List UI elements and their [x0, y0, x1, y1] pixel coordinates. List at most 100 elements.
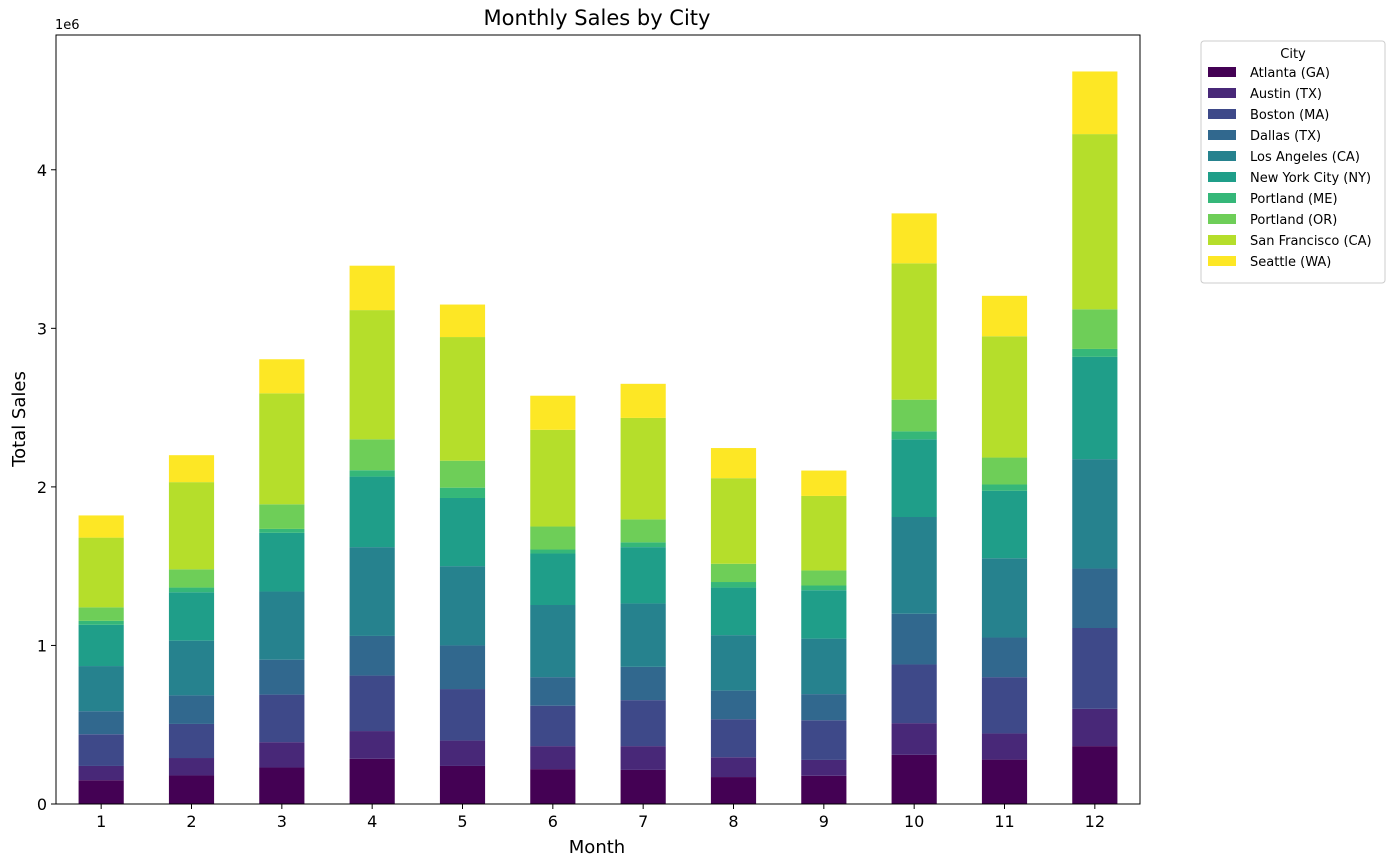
legend-swatch [1208, 172, 1236, 182]
legend-swatch [1208, 256, 1236, 266]
bar-segment-month-3-series-3 [259, 659, 305, 695]
bar-segment-month-4-series-7 [349, 439, 395, 471]
bar-segment-month-8-series-1 [710, 757, 757, 778]
bar-segment-month-5-series-7 [439, 460, 486, 488]
bar-segment-month-2-series-6 [168, 587, 215, 593]
legend-title: City [1280, 47, 1306, 62]
x-tick-label: 2 [186, 812, 196, 831]
bar-segment-month-12-series-8 [1072, 134, 1118, 310]
bar-segment-month-8-series-7 [710, 563, 757, 583]
bar-segment-month-1-series-6 [78, 620, 124, 625]
bar-segment-month-3-series-5 [259, 532, 305, 592]
bar-segment-month-4-series-2 [349, 675, 395, 732]
bar-segment-month-5-series-8 [439, 337, 486, 461]
bar-segment-month-2-series-5 [168, 592, 215, 641]
bar-segment-month-6-series-4 [530, 605, 576, 678]
bar-segment-month-12-series-7 [1072, 309, 1118, 349]
bar-segment-month-11-series-3 [981, 637, 1028, 678]
bar-segment-month-2-series-3 [168, 695, 215, 724]
bar-segment-month-1-series-9 [78, 515, 124, 538]
bar-segment-month-3-series-7 [259, 504, 305, 529]
x-tick-label: 3 [277, 812, 287, 831]
legend-label: San Francisco (CA) [1250, 234, 1372, 249]
y-tick-label: 4 [37, 161, 47, 180]
bar-segment-month-10-series-3 [891, 613, 937, 665]
legend-label: Portland (OR) [1250, 213, 1337, 228]
x-tick-label: 12 [1085, 812, 1105, 831]
bar-segment-month-11-series-5 [981, 490, 1028, 559]
y-tick-label: 3 [37, 319, 47, 338]
bar-segment-month-6-series-1 [530, 746, 576, 770]
legend-box [1200, 40, 1386, 284]
bar-segment-month-9-series-1 [801, 759, 847, 776]
bar-segment-month-6-series-5 [530, 553, 576, 606]
legend-label: Boston (MA) [1250, 108, 1329, 123]
bar-segment-month-11-series-8 [981, 336, 1028, 458]
bar-segment-month-1-series-2 [78, 734, 124, 766]
bar-segment-month-9-series-3 [801, 694, 847, 721]
legend-swatch [1208, 151, 1236, 161]
bar-segment-month-5-series-4 [439, 566, 486, 646]
bar-segment-month-2-series-2 [168, 723, 215, 759]
bar-segment-month-7-series-2 [620, 700, 666, 747]
bar-segment-month-6-series-9 [530, 395, 576, 430]
bar-segment-month-1-series-8 [78, 537, 124, 608]
bar-segment-month-10-series-6 [891, 431, 937, 440]
bar-segment-month-10-series-7 [891, 399, 937, 432]
bar-segment-month-5-series-6 [439, 487, 486, 498]
legend-label: Portland (ME) [1250, 192, 1338, 207]
x-tick-label: 10 [904, 812, 924, 831]
bar-segment-month-3-series-9 [259, 359, 305, 394]
plot-frame [55, 34, 1141, 805]
bar-segment-month-9-series-9 [801, 470, 847, 496]
bar-segment-month-6-series-8 [530, 429, 576, 527]
bar-segment-month-12-series-1 [1072, 708, 1118, 747]
bar-segment-month-2-series-8 [168, 482, 215, 570]
bar-segment-month-7-series-0 [620, 769, 666, 804]
bar-segment-month-5-series-5 [439, 497, 486, 567]
bar-segment-month-9-series-5 [801, 590, 847, 639]
bar-segment-month-4-series-1 [349, 731, 395, 759]
bar-segment-month-5-series-0 [439, 765, 486, 804]
bar-segment-month-11-series-7 [981, 457, 1028, 485]
bar-segment-month-11-series-9 [981, 295, 1028, 337]
bar-segment-month-8-series-2 [710, 719, 757, 758]
legend-label: Seattle (WA) [1250, 255, 1331, 270]
bar-segment-month-1-series-5 [78, 624, 124, 667]
bar-segment-month-12-series-4 [1072, 459, 1118, 569]
bar-segment-month-12-series-9 [1072, 71, 1118, 135]
x-tick-label: 8 [728, 812, 738, 831]
bar-segment-month-4-series-6 [349, 470, 395, 477]
bar-segment-month-3-series-1 [259, 742, 305, 768]
bar-segment-month-6-series-0 [530, 769, 576, 804]
bar-segment-month-4-series-9 [349, 265, 395, 311]
bar-segment-month-7-series-1 [620, 746, 666, 770]
bar-segment-month-6-series-3 [530, 677, 576, 706]
legend-swatch [1208, 193, 1236, 203]
bar-segment-month-8-series-5 [710, 587, 757, 636]
bar-segment-month-8-series-9 [710, 448, 757, 479]
bar-segment-month-9-series-0 [801, 775, 847, 804]
bar-segment-month-2-series-4 [168, 640, 215, 696]
bar-segment-month-8-series-0 [710, 777, 757, 804]
bar-segment-month-6-series-6 [530, 549, 576, 554]
bar-segment-month-5-series-3 [439, 645, 486, 690]
bar-segment-month-11-series-6 [981, 484, 1028, 491]
bar-segment-month-8-series-6 [710, 582, 757, 588]
legend-swatch [1208, 67, 1236, 77]
legend-swatch [1208, 88, 1236, 98]
legend-label: Austin (TX) [1250, 87, 1322, 102]
bar-segment-month-12-series-0 [1072, 746, 1118, 804]
legend-label: Atlanta (GA) [1250, 66, 1330, 81]
x-tick-label: 11 [994, 812, 1014, 831]
bar-segment-month-6-series-2 [530, 705, 576, 747]
bar-segment-month-2-series-7 [168, 569, 215, 588]
bar-segment-month-3-series-0 [259, 767, 305, 804]
bar-segment-month-3-series-2 [259, 694, 305, 743]
bar-segment-month-8-series-4 [710, 635, 757, 691]
bar-segment-month-3-series-8 [259, 393, 305, 505]
bar-segment-month-4-series-8 [349, 310, 395, 440]
bar-segment-month-9-series-2 [801, 720, 847, 760]
bar-segment-month-12-series-3 [1072, 568, 1118, 628]
